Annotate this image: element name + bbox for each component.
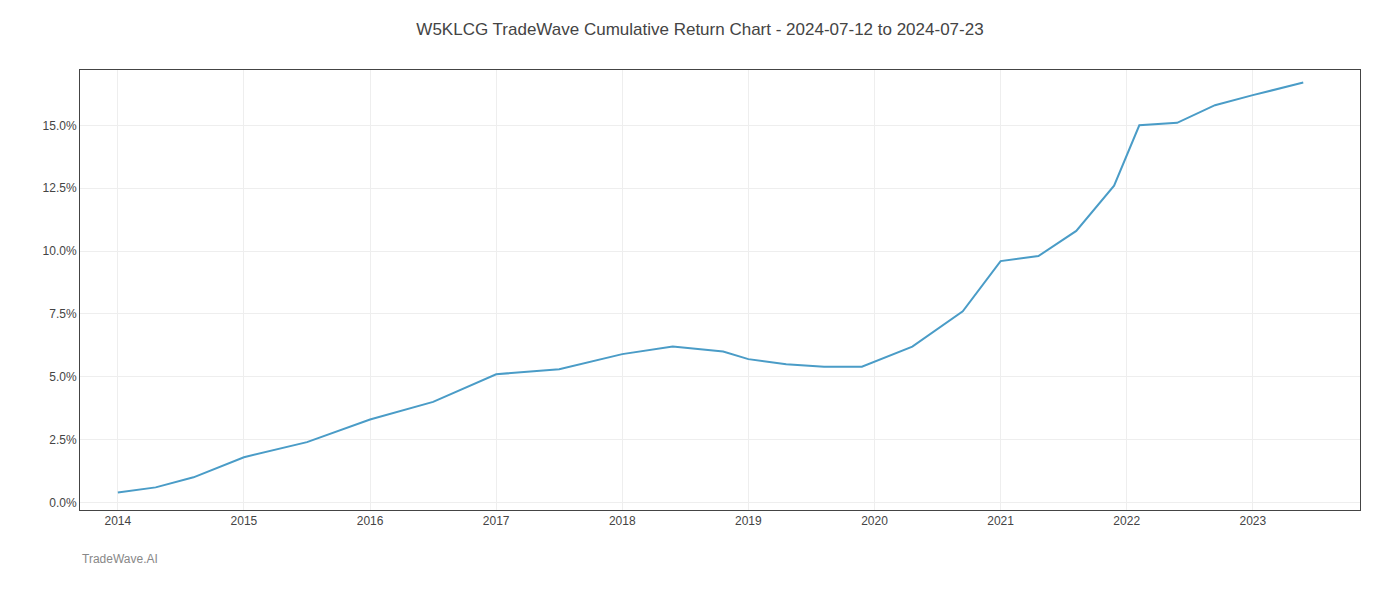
svg-text:2022: 2022 <box>1113 514 1140 528</box>
svg-text:0.0%: 0.0% <box>49 496 77 510</box>
svg-text:7.5%: 7.5% <box>49 307 77 321</box>
svg-text:2018: 2018 <box>609 514 636 528</box>
svg-text:W5KLCG TradeWave Cumulative Re: W5KLCG TradeWave Cumulative Return Chart… <box>416 20 983 39</box>
svg-text:2016: 2016 <box>357 514 384 528</box>
svg-text:2020: 2020 <box>861 514 888 528</box>
svg-text:2023: 2023 <box>1239 514 1266 528</box>
svg-text:2021: 2021 <box>987 514 1014 528</box>
svg-text:2019: 2019 <box>735 514 762 528</box>
svg-text:2015: 2015 <box>231 514 258 528</box>
svg-text:10.0%: 10.0% <box>43 244 77 258</box>
svg-text:2014: 2014 <box>104 514 131 528</box>
svg-text:2.5%: 2.5% <box>49 433 77 447</box>
svg-text:5.0%: 5.0% <box>49 370 77 384</box>
svg-text:2017: 2017 <box>483 514 510 528</box>
svg-text:15.0%: 15.0% <box>43 119 77 133</box>
svg-text:TradeWave.AI: TradeWave.AI <box>82 552 158 566</box>
svg-text:12.5%: 12.5% <box>43 181 77 195</box>
